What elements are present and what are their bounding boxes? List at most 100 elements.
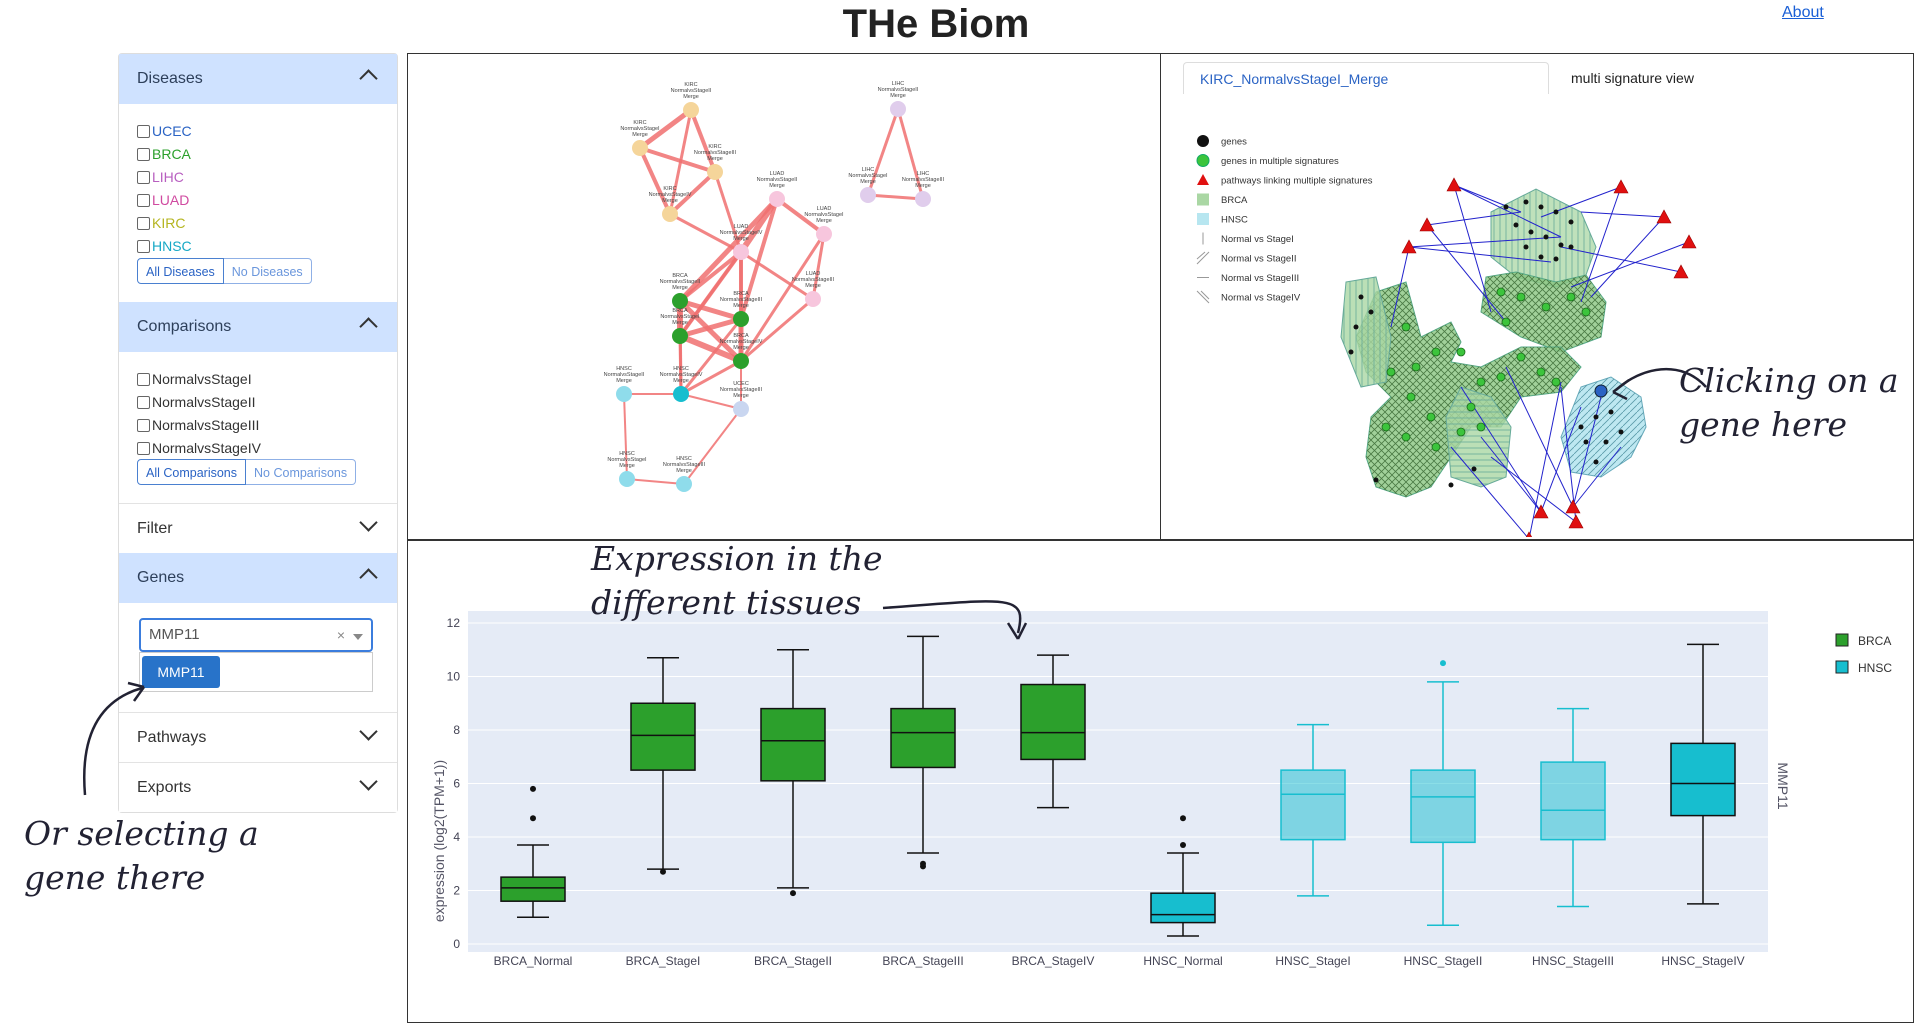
gene-node[interactable] <box>1448 482 1454 488</box>
box-hnsc_stageiii[interactable] <box>1540 707 1606 908</box>
clear-icon[interactable]: × <box>336 627 345 643</box>
multi-gene-node[interactable] <box>1566 292 1576 302</box>
multi-gene-node[interactable] <box>1551 377 1561 387</box>
disease-checkbox-hnsc[interactable]: HNSC <box>137 235 192 258</box>
comparison-checkbox-3[interactable]: NormalvsStageIV <box>137 437 261 460</box>
expression-boxplot[interactable]: 0 2 4 6 8 10 12 BRCA_Normal BRCA_StageI BRCA_Sta… <box>408 541 1913 1022</box>
checkbox-icon[interactable] <box>137 419 150 432</box>
multi-gene-node[interactable] <box>1476 422 1486 432</box>
gene-node[interactable] <box>1471 466 1477 472</box>
gene-node[interactable] <box>1583 439 1589 445</box>
all-diseases-button[interactable]: All Diseases <box>137 258 224 284</box>
box-brca_stageiii[interactable] <box>890 635 956 870</box>
gene-node[interactable] <box>1568 219 1574 225</box>
box-brca_normal[interactable] <box>500 785 566 918</box>
about-link[interactable]: About <box>1782 4 1824 21</box>
legend-item-hnsc[interactable]: HNSC <box>1835 660 1892 675</box>
multi-gene-node[interactable] <box>1386 367 1396 377</box>
gene-node[interactable] <box>1538 204 1544 210</box>
comparison-checkbox-2[interactable]: NormalvsStageIII <box>137 414 261 437</box>
multi-gene-node[interactable] <box>1456 347 1466 357</box>
gene-node[interactable] <box>1503 204 1509 210</box>
checkbox-icon[interactable] <box>137 217 150 230</box>
gene-node[interactable] <box>1523 244 1529 250</box>
multi-signature-graph[interactable]: genes genes in multiple signatures pathway… <box>1161 97 1913 537</box>
checkbox-icon[interactable] <box>137 171 150 184</box>
gene-node[interactable] <box>1513 222 1519 228</box>
gene-node[interactable] <box>1543 234 1549 240</box>
multi-gene-node[interactable] <box>1426 412 1436 422</box>
multi-gene-node[interactable] <box>1381 422 1391 432</box>
selected-gene-node[interactable] <box>1594 384 1608 398</box>
gene-node[interactable] <box>1553 256 1559 262</box>
disease-checkbox-luad[interactable]: LUAD <box>137 189 192 212</box>
pathway-node[interactable] <box>1613 179 1629 194</box>
box-brca_stageii[interactable] <box>760 649 826 897</box>
multi-gene-node[interactable] <box>1466 402 1476 412</box>
accordion-diseases[interactable]: Diseases <box>119 54 397 104</box>
multi-gene-node[interactable] <box>1476 377 1486 387</box>
caret-down-icon[interactable] <box>353 634 363 640</box>
gene-node[interactable] <box>1593 459 1599 465</box>
gene-node[interactable] <box>1523 199 1529 205</box>
disease-checkbox-ucec[interactable]: UCEC <box>137 120 192 143</box>
checkbox-icon[interactable] <box>137 240 150 253</box>
gene-node[interactable] <box>1348 349 1354 355</box>
gene-node[interactable] <box>1603 439 1609 445</box>
box-hnsc_stageii[interactable] <box>1410 660 1476 927</box>
gene-node[interactable] <box>1553 209 1559 215</box>
pathway-node[interactable] <box>1565 499 1581 514</box>
gene-node[interactable] <box>1558 242 1564 248</box>
multi-gene-node[interactable] <box>1401 322 1411 332</box>
multi-gene-node[interactable] <box>1401 432 1411 442</box>
tab-kirc-signature[interactable]: KIRC_NormalvsStageI_Merge <box>1183 62 1549 94</box>
gene-node[interactable] <box>1353 324 1359 330</box>
pathway-node[interactable] <box>1522 531 1536 537</box>
gene-node[interactable] <box>1528 229 1534 235</box>
accordion-filter[interactable]: Filter <box>119 503 397 553</box>
multi-gene-node[interactable] <box>1541 302 1551 312</box>
legend-item-brca[interactable]: BRCA <box>1835 633 1891 648</box>
multi-gene-node[interactable] <box>1516 292 1526 302</box>
checkbox-icon[interactable] <box>137 442 150 455</box>
gene-node[interactable] <box>1358 294 1364 300</box>
multi-gene-node[interactable] <box>1411 362 1421 372</box>
comparison-checkbox-1[interactable]: NormalvsStageII <box>137 391 261 414</box>
no-comparisons-button[interactable]: No Comparisons <box>246 459 357 485</box>
tab-multi-signature[interactable]: multi signature view <box>1571 70 1694 86</box>
no-diseases-button[interactable]: No Diseases <box>223 258 312 284</box>
gene-search-input[interactable]: MMP11 × <box>139 618 373 652</box>
multi-gene-node[interactable] <box>1431 442 1441 452</box>
gene-option[interactable]: MMP11 <box>142 656 220 688</box>
checkbox-icon[interactable] <box>137 194 150 207</box>
multi-gene-node[interactable] <box>1496 372 1506 382</box>
disease-checkbox-brca[interactable]: BRCA <box>137 143 192 166</box>
gene-node[interactable] <box>1593 414 1599 420</box>
box-hnsc_stagei[interactable] <box>1280 723 1346 897</box>
gene-node[interactable] <box>1608 409 1614 415</box>
disease-checkbox-kirc[interactable]: KIRC <box>137 212 192 235</box>
comparison-checkbox-0[interactable]: NormalvsStageI <box>137 368 261 391</box>
multi-gene-node[interactable] <box>1496 287 1506 297</box>
pathway-node[interactable] <box>1656 209 1672 224</box>
pathway-node[interactable] <box>1446 177 1462 192</box>
checkbox-icon[interactable] <box>137 125 150 138</box>
gene-node[interactable] <box>1618 429 1624 435</box>
checkbox-icon[interactable] <box>137 148 150 161</box>
